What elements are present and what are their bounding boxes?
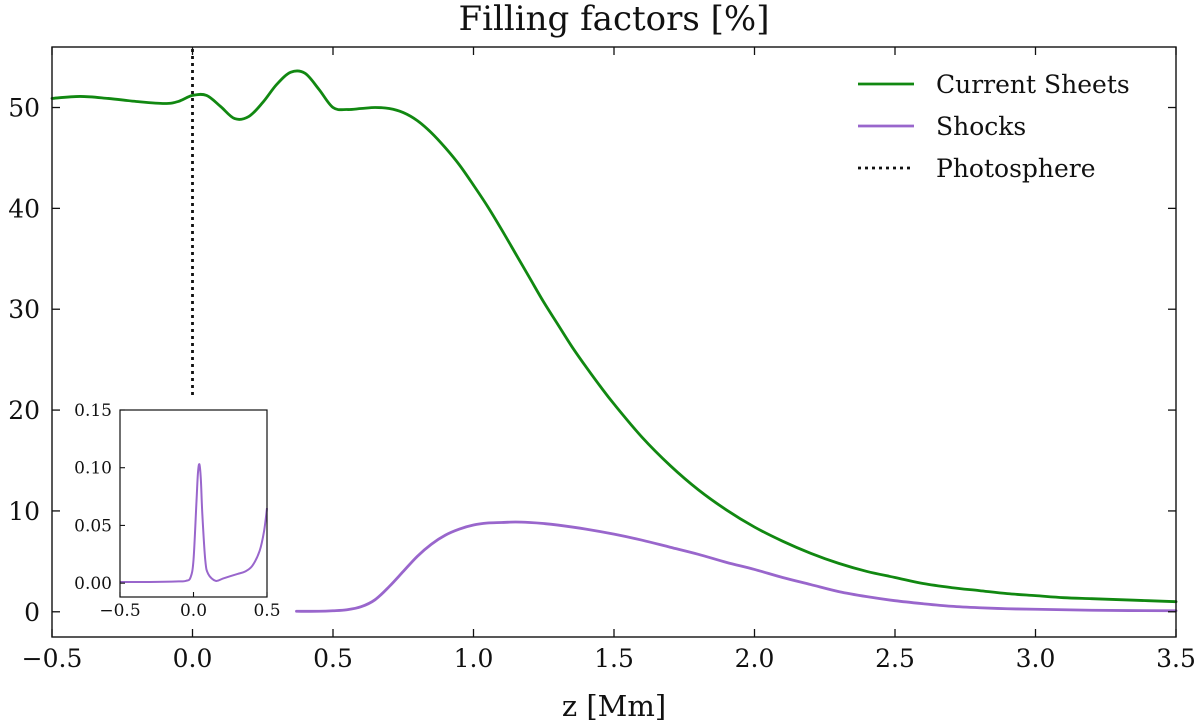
inset-y-tick-label: 0.10	[74, 459, 112, 479]
legend-label-current-sheets: Current Sheets	[936, 70, 1130, 99]
legend-label-photosphere: Photosphere	[936, 154, 1096, 183]
inset-series-line-shocks	[119, 463, 268, 584]
main-axes-ticks: −0.5 0.0 0.5 1.0 1.5 2.0 2.5 3.0 3.5 0 10 20 30 40 50	[8, 47, 1196, 673]
y-tick-label: 30	[8, 295, 40, 324]
x-tick-label: 0.5	[313, 644, 353, 673]
inset-x-tick-label: 0.5	[253, 601, 280, 621]
inset-x-tick-label: 0.0	[180, 601, 207, 621]
y-tick-label: 20	[8, 396, 40, 425]
inset-chart: −0.5 0.0 0.5 0.00 0.05 0.10 0.15	[74, 401, 280, 621]
main-plot-frame	[51, 46, 1177, 638]
y-tick-label: 50	[8, 94, 40, 123]
legend: Current Sheets Shocks Photosphere	[858, 70, 1130, 183]
inset-plot-series	[119, 463, 268, 584]
x-tick-label: 1.5	[594, 644, 634, 673]
inset-axes-ticks: −0.5 0.0 0.5 0.00 0.05 0.10 0.15	[74, 401, 280, 621]
x-tick-label: 3.0	[1016, 644, 1056, 673]
x-tick-label: −0.5	[22, 644, 83, 673]
x-tick-label: 0.0	[173, 644, 213, 673]
x-tick-label: 2.5	[875, 644, 915, 673]
inset-y-tick-label: 0.15	[74, 401, 112, 421]
chart-title: Filling factors [%]	[459, 0, 770, 39]
x-tick-label: 3.5	[1156, 644, 1196, 673]
x-axis-label: z [Mm]	[562, 689, 666, 723]
x-tick-label: 2.0	[735, 644, 775, 673]
inset-y-tick-label: 0.05	[74, 516, 112, 536]
y-tick-label: 40	[8, 194, 40, 223]
inset-y-tick-label: 0.00	[74, 574, 112, 594]
inset-frame	[119, 409, 268, 598]
series-line-shocks	[295, 520, 1178, 613]
x-tick-label: 1.0	[454, 644, 494, 673]
y-tick-label: 0	[24, 598, 40, 627]
series-line-current-sheets	[50, 69, 1178, 604]
main-plot-series	[50, 47, 1178, 613]
inset-x-tick-label: −0.5	[99, 601, 140, 621]
legend-label-shocks: Shocks	[936, 112, 1026, 141]
y-tick-label: 10	[8, 497, 40, 526]
